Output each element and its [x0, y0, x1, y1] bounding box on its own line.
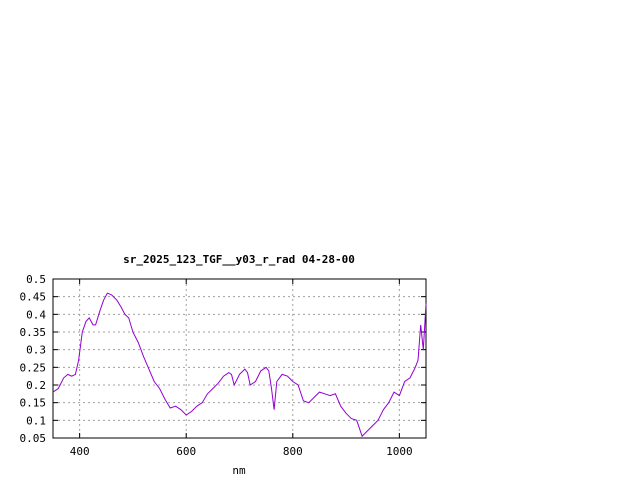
y-tick-label: 0.4 — [26, 308, 46, 321]
x-tick-label: 1000 — [386, 445, 413, 458]
y-tick-label: 0.45 — [20, 291, 47, 304]
x-tick-label: 600 — [176, 445, 196, 458]
series-line — [52, 292, 427, 438]
y-tick-label: 0.35 — [20, 326, 47, 339]
y-tick-label: 0.1 — [26, 414, 46, 427]
x-tick-label: 400 — [70, 445, 90, 458]
plot-frame — [52, 278, 427, 439]
y-tick-label: 0.15 — [20, 397, 47, 410]
y-tick-label: 0.05 — [20, 432, 47, 445]
x-tick-label: 800 — [283, 445, 303, 458]
y-tick-label: 0.25 — [20, 361, 47, 374]
y-tick-label: 0.3 — [26, 344, 46, 357]
chart-title: sr_2025_123_TGF__y03_r_rad 04-28-00 — [123, 253, 355, 266]
x-axis-label: nm — [232, 464, 246, 477]
grid-lines — [53, 279, 426, 438]
y-axis: 0.05 0.1 0.15 0.2 0.25 0.3 0.35 0.4 0.45 0.5 — [20, 273, 426, 445]
y-tick-label: 0.2 — [26, 379, 46, 392]
x-axis: 400 600 800 1000 — [70, 279, 413, 458]
y-tick-label: 0.5 — [26, 273, 46, 286]
